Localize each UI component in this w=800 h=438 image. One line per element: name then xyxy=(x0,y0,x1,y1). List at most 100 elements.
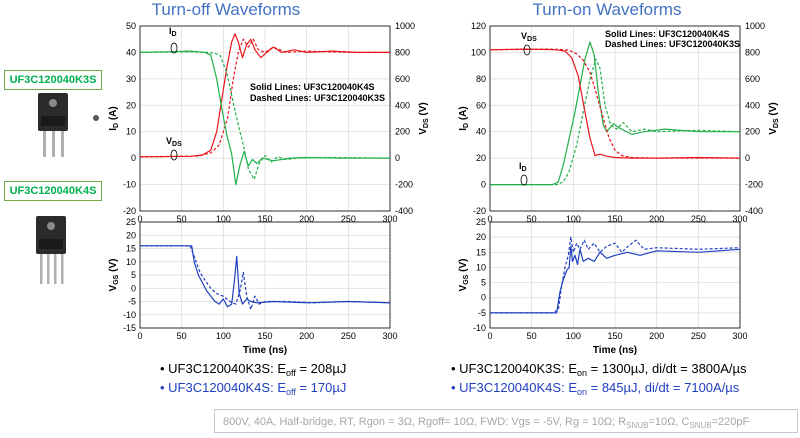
y2-tick-label: 0 xyxy=(395,153,400,163)
y2-tick-label: -200 xyxy=(745,180,763,190)
y-tick-label: 100 xyxy=(471,47,486,57)
y2-tick-label: 200 xyxy=(395,127,410,137)
part-label-k3s: UF3C120040K3S xyxy=(4,70,102,90)
y-tick-label: 50 xyxy=(126,21,136,31)
x-tick-label: 50 xyxy=(527,331,537,341)
cond-rsub: SNUB xyxy=(626,421,649,431)
y-tick-label: 10 xyxy=(126,257,136,267)
turn-on-vgs-plot: 0 50 100 150 200 250 300 -10 -5 0 5 10 15 20 25 VGS (V)… xyxy=(458,217,748,356)
result-sub: off xyxy=(286,368,296,378)
series-line-dashed-1 xyxy=(490,236,741,314)
result-part: UF3C120040K3S: xyxy=(459,361,565,376)
x-tick-label: 150 xyxy=(607,331,622,341)
turn-off-result-k4s: • UF3C120040K4S: Eoff = 170µJ xyxy=(160,380,346,397)
bullet-dot xyxy=(93,115,99,121)
turn-on-results: • UF3C120040K3S: Eon = 1300µJ, di/dt = 3… xyxy=(451,361,747,397)
result-eq: E xyxy=(277,380,286,395)
x-tick-label: 50 xyxy=(177,214,187,224)
svg-text:ID: ID xyxy=(169,26,177,38)
y-tick-label: 15 xyxy=(126,244,136,254)
y-tick-label: 10 xyxy=(126,127,136,137)
bullet: • xyxy=(160,380,168,395)
svg-text:ID: ID xyxy=(519,161,527,173)
plot-frame xyxy=(489,25,741,212)
turn-off-vgs-plot: 0 50 100 150 200 250 300 -15 -10 -5 0 5 10 15 20 25 VGS … xyxy=(108,217,398,356)
y-tick-label: -10 xyxy=(123,310,136,320)
x-tick-label: 0 xyxy=(487,331,492,341)
result-value: = 170µJ xyxy=(296,380,347,395)
y-axis-label: VGS (V) xyxy=(458,259,470,292)
y2-tick-label: 0 xyxy=(745,153,750,163)
plot-frame xyxy=(489,221,741,329)
y-tick-label: 5 xyxy=(481,278,486,288)
x-tick-label: 100 xyxy=(566,331,581,341)
result-sub: on xyxy=(577,387,587,397)
y-axis-label: VGS (V) xyxy=(108,259,120,292)
y-tick-label: 25 xyxy=(476,217,486,227)
series-line-dashed-3 xyxy=(139,51,391,180)
cond-mid: =10Ω, C xyxy=(648,416,690,428)
series-line-dashed-1 xyxy=(139,38,390,158)
y-tick-label: 0 xyxy=(131,153,136,163)
y-tick-label: 20 xyxy=(126,230,136,240)
turn-on-result-k3s: • UF3C120040K3S: Eon = 1300µJ, di/dt = 3… xyxy=(451,361,747,378)
result-value: = 1300µJ, di/dt = 3800A/µs xyxy=(587,361,747,376)
bullet: • xyxy=(451,380,459,395)
result-value: = 208µJ xyxy=(296,361,347,376)
series-line-solid-0 xyxy=(140,245,391,308)
result-eq: E xyxy=(277,361,286,376)
x-tick-label: 250 xyxy=(691,331,706,341)
result-part: UF3C120040K4S: xyxy=(459,380,565,395)
y-tick-label: -15 xyxy=(123,323,136,333)
x-tick-label: 0 xyxy=(137,214,142,224)
turn-off-id-vds-plot: 0 50 100 150 200 250 300-20-1001020304050-400-… xyxy=(108,21,430,224)
y2-tick-label: 400 xyxy=(395,100,410,110)
series-line-dashed-1 xyxy=(490,58,741,186)
result-value: = 845µJ, di/dt = 7100A/µs xyxy=(587,380,740,395)
y-tick-label: -20 xyxy=(473,206,486,216)
plot-frame xyxy=(139,25,391,212)
y-tick-label: 0 xyxy=(481,293,486,303)
y-tick-label: 80 xyxy=(476,74,486,84)
y-tick-label: 25 xyxy=(126,217,136,227)
y2-tick-label: 800 xyxy=(745,47,760,57)
result-sub: on xyxy=(577,368,587,378)
y2-tick-label: 800 xyxy=(395,47,410,57)
y-tick-label: 40 xyxy=(126,47,136,57)
svg-text:VDS: VDS xyxy=(166,136,182,148)
to247-4l-package-image xyxy=(36,216,66,284)
y-tick-label: 60 xyxy=(476,100,486,110)
test-conditions: 800V, 40A, Half-bridge, RT, Rgon = 3Ω, R… xyxy=(214,409,798,433)
y2-tick-label: 600 xyxy=(745,74,760,84)
y-axis-label: ID (A) xyxy=(108,106,120,131)
y-tick-label: -5 xyxy=(128,297,136,307)
series-line-dashed-3 xyxy=(489,48,740,159)
result-eq: E xyxy=(568,380,577,395)
turn-on-title: Turn-on Waveforms xyxy=(533,0,682,19)
y2-axis-label: VDS (V) xyxy=(768,102,780,135)
y-tick-label: 30 xyxy=(126,74,136,84)
y-tick-label: 5 xyxy=(131,270,136,280)
y-tick-label: 0 xyxy=(131,283,136,293)
turn-off-id-annotation: ID xyxy=(169,26,178,54)
x-tick-label: 100 xyxy=(216,214,231,224)
x-tick-label: 0 xyxy=(137,331,142,341)
x-tick-label: 250 xyxy=(341,214,356,224)
y-tick-label: -10 xyxy=(123,180,136,190)
y-tick-label: 20 xyxy=(126,100,136,110)
turn-on-id-annotation: ID xyxy=(519,161,528,186)
turn-on-result-k4s: • UF3C120040K4S: Eon = 845µJ, di/dt = 71… xyxy=(451,380,740,397)
turn-off-solid-note: Solid Lines: UF3C120040K4S xyxy=(250,82,375,92)
y-tick-label: -10 xyxy=(473,323,486,333)
result-eq: E xyxy=(568,361,577,376)
y2-tick-label: -200 xyxy=(395,180,413,190)
y-tick-label: -20 xyxy=(123,206,136,216)
x-tick-label: 0 xyxy=(487,214,492,224)
x-tick-label: 300 xyxy=(732,331,747,341)
y2-tick-label: 400 xyxy=(745,100,760,110)
y-tick-label: 15 xyxy=(476,247,486,257)
x-tick-label: 100 xyxy=(566,214,581,224)
y2-tick-label: -400 xyxy=(745,206,763,216)
bullet: • xyxy=(451,361,459,376)
